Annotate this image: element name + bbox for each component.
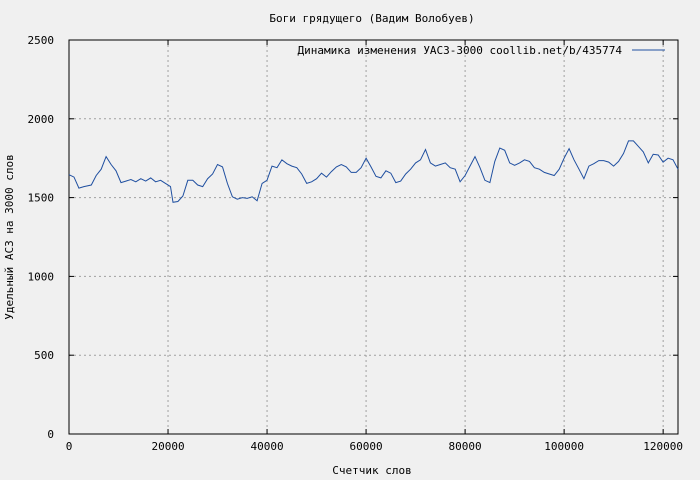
x-tick-label: 0 bbox=[66, 440, 73, 453]
x-tick-label: 40000 bbox=[250, 440, 283, 453]
x-tick-label: 20000 bbox=[151, 440, 184, 453]
y-tick-label: 0 bbox=[47, 428, 54, 441]
grid bbox=[69, 40, 678, 434]
x-tick-label: 60000 bbox=[350, 440, 383, 453]
y-tick-label: 1000 bbox=[28, 270, 55, 283]
legend: Динамика изменения УАСЗ-3000 coollib.net… bbox=[297, 44, 665, 57]
y-tick-label: 2500 bbox=[28, 34, 55, 47]
y-tick-label: 2000 bbox=[28, 113, 55, 126]
plot-frame bbox=[68, 39, 679, 435]
x-tick-label: 120000 bbox=[643, 440, 683, 453]
x-tick-label: 80000 bbox=[449, 440, 482, 453]
x-tick-label: 100000 bbox=[544, 440, 584, 453]
y-axis-label: Удельный АСЗ на 3000 слов bbox=[3, 154, 16, 320]
chart-title: Боги грядущего (Вадим Волобуев) bbox=[269, 12, 474, 25]
legend-label: Динамика изменения УАСЗ-3000 coollib.net… bbox=[297, 44, 622, 57]
series-layer bbox=[68, 140, 679, 203]
series-line bbox=[68, 140, 679, 203]
axis-ticks: 0 20000 40000 60000 80000 100000 120000 0 500 100… bbox=[28, 34, 684, 453]
y-tick-label: 1500 bbox=[28, 192, 55, 205]
y-tick-label: 500 bbox=[34, 349, 54, 362]
x-axis-label: Счетчик слов bbox=[332, 464, 411, 477]
